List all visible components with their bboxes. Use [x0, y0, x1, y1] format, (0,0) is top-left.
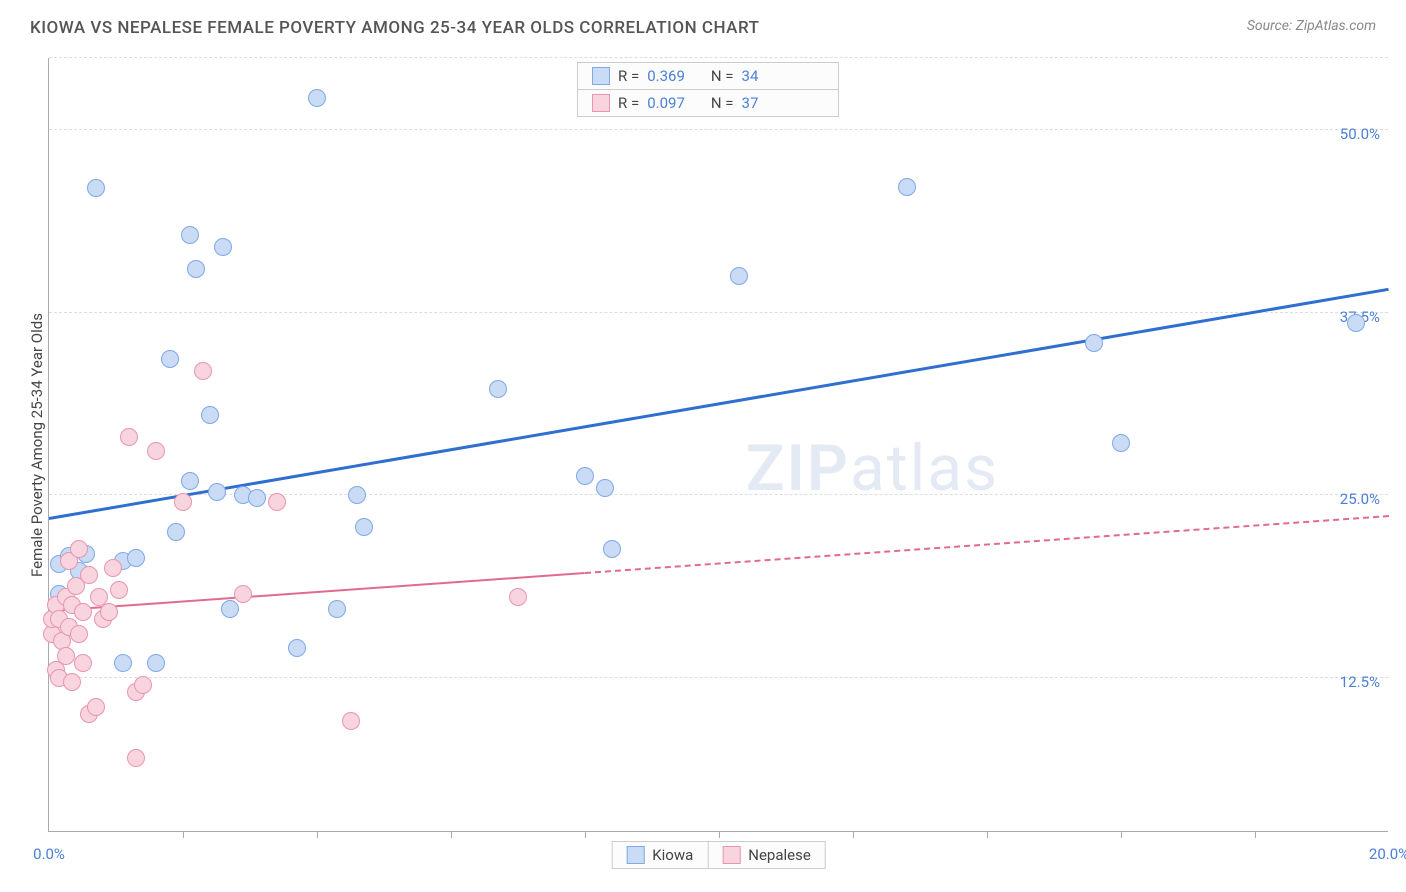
- trend-line: [49, 288, 1390, 520]
- data-point: [201, 406, 219, 424]
- legend-stats-row: R = 0.369 N = 34: [578, 63, 838, 89]
- gridline: [49, 677, 1388, 678]
- data-point: [348, 486, 366, 504]
- legend-series-label: Nepalese: [748, 846, 811, 864]
- data-point: [74, 654, 92, 672]
- x-tick: [585, 831, 586, 838]
- data-point: [161, 350, 179, 368]
- gridline: [49, 57, 1388, 58]
- data-point: [576, 467, 594, 485]
- y-tick-label: 25.0%: [1340, 490, 1380, 508]
- chart-source: Source: ZipAtlas.com: [1247, 18, 1376, 34]
- data-point: [181, 472, 199, 490]
- y-axis-label: Female Poverty Among 25-34 Year Olds: [28, 313, 46, 577]
- y-tick-label: 12.5%: [1340, 673, 1380, 691]
- data-point: [234, 585, 252, 603]
- data-point: [288, 639, 306, 657]
- legend-swatch: [722, 846, 740, 864]
- legend-r-label: R =: [618, 94, 639, 112]
- data-point: [104, 559, 122, 577]
- data-point: [167, 523, 185, 541]
- data-point: [147, 442, 165, 460]
- trend-line: [49, 572, 585, 612]
- data-point: [194, 362, 212, 380]
- data-point: [74, 603, 92, 621]
- data-point: [57, 647, 75, 665]
- data-point: [114, 654, 132, 672]
- legend-series-item: Kiowa: [612, 842, 707, 868]
- legend-swatch: [592, 94, 610, 112]
- data-point: [63, 673, 81, 691]
- data-point: [898, 178, 916, 196]
- data-point: [120, 428, 138, 446]
- chart-plot-area: Female Poverty Among 25-34 Year Olds ZIP…: [48, 58, 1388, 832]
- y-tick-label: 50.0%: [1340, 125, 1380, 143]
- legend-swatch: [626, 846, 644, 864]
- data-point: [1347, 314, 1365, 332]
- data-point: [509, 588, 527, 606]
- x-tick-label: 20.0%: [1369, 845, 1406, 863]
- legend-n-value: 34: [742, 67, 759, 85]
- legend-series-label: Kiowa: [652, 846, 693, 864]
- legend-n-value: 37: [742, 94, 759, 112]
- gridline: [49, 312, 1388, 313]
- legend-r-value: 0.369: [647, 67, 685, 85]
- data-point: [80, 566, 98, 584]
- chart-title: KIOWA VS NEPALESE FEMALE POVERTY AMONG 2…: [30, 18, 759, 38]
- data-point: [70, 540, 88, 558]
- data-point: [127, 749, 145, 767]
- legend-stats-row: R = 0.097 N = 37: [578, 89, 838, 116]
- legend-stats: R = 0.369 N = 34 R = 0.097 N = 37: [577, 62, 839, 117]
- trend-line: [585, 515, 1389, 574]
- x-tick: [987, 831, 988, 838]
- data-point: [730, 267, 748, 285]
- data-point: [355, 518, 373, 536]
- data-point: [187, 260, 205, 278]
- data-point: [181, 226, 199, 244]
- data-point: [208, 483, 226, 501]
- data-point: [248, 489, 266, 507]
- data-point: [70, 625, 88, 643]
- legend-r-value: 0.097: [647, 94, 685, 112]
- data-point: [174, 493, 192, 511]
- x-tick: [1121, 831, 1122, 838]
- data-point: [134, 676, 152, 694]
- data-point: [342, 712, 360, 730]
- x-tick-label: 0.0%: [33, 845, 65, 863]
- legend-n-label: N =: [711, 67, 734, 85]
- data-point: [214, 238, 232, 256]
- data-point: [127, 549, 145, 567]
- data-point: [603, 540, 621, 558]
- x-tick: [451, 831, 452, 838]
- data-point: [100, 603, 118, 621]
- data-point: [87, 698, 105, 716]
- legend-swatch: [592, 67, 610, 85]
- data-point: [268, 493, 286, 511]
- gridline: [49, 129, 1388, 130]
- legend-r-label: R =: [618, 67, 639, 85]
- x-tick: [317, 831, 318, 838]
- data-point: [596, 479, 614, 497]
- data-point: [1085, 334, 1103, 352]
- data-point: [489, 380, 507, 398]
- data-point: [1112, 434, 1130, 452]
- x-tick: [853, 831, 854, 838]
- data-point: [221, 600, 239, 618]
- x-tick: [1255, 831, 1256, 838]
- data-point: [87, 179, 105, 197]
- data-point: [328, 600, 346, 618]
- x-tick: [719, 831, 720, 838]
- x-tick: [183, 831, 184, 838]
- data-point: [308, 89, 326, 107]
- legend-series: Kiowa Nepalese: [611, 841, 826, 869]
- data-point: [110, 581, 128, 599]
- legend-n-label: N =: [711, 94, 734, 112]
- data-point: [147, 654, 165, 672]
- legend-series-item: Nepalese: [707, 842, 825, 868]
